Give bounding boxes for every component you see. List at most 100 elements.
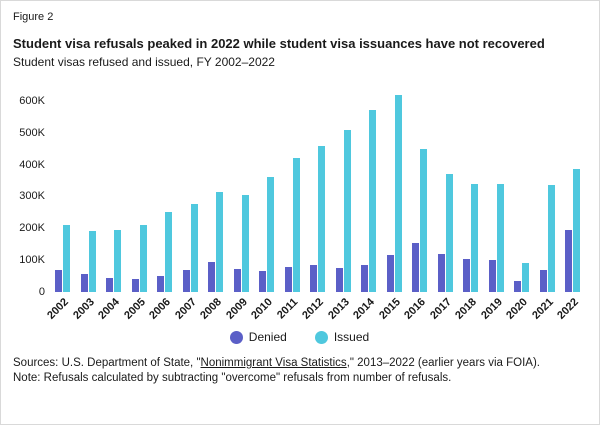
x-axis-label-2007: 2007 [172,296,199,322]
bar-issued-2022 [573,169,580,292]
bar-issued-2008 [216,192,223,292]
bar-group-2011: 2011 [275,85,300,321]
bar-group-2017: 2017 [428,85,453,322]
y-tick-label: 600K [19,95,45,107]
bar-denied-2016 [412,243,419,292]
bar-group-2010: 2010 [249,85,275,322]
legend-item-issued: Issued [314,330,370,344]
bar-group-2009: 2009 [224,85,249,322]
bar-denied-2012 [310,265,317,292]
y-tick-label: 300K [19,190,45,202]
x-axis-label-2018: 2018 [453,296,479,322]
bar-group-2007: 2007 [173,85,198,322]
bar-issued-2002 [63,225,70,292]
bar-group-2015: 2015 [377,85,402,322]
bar-group-2002: 2002 [45,85,71,322]
bar-group-2004: 2004 [96,85,122,322]
x-axis-label-2016: 2016 [402,296,428,322]
note-line: Note: Refusals calculated by subtracting… [13,372,452,385]
bar-denied-2013 [335,268,343,292]
bar-issued-2015 [394,95,402,292]
legend: Denied Issued [13,330,586,344]
x-axis-label-2010: 2010 [249,296,275,322]
bar-group-2021: 2021 [530,85,555,322]
x-axis-label-2003: 2003 [70,296,97,322]
x-axis-label-2006: 2006 [147,296,173,322]
bar-group-2013: 2013 [326,85,351,322]
legend-swatch-denied-icon [229,330,243,344]
bar-group-2022: 2022 [555,85,581,322]
sources-text-prefix: Sources: U.S. Department of State, " [13,357,201,369]
bar-denied-2009 [233,269,241,292]
y-tick-label: 200K [19,222,45,234]
bar-group-2006: 2006 [147,85,173,322]
bar-denied-2010 [259,271,266,292]
y-tick-label: 0 [38,286,45,298]
bar-group-2016: 2016 [402,85,428,322]
legend-label-denied: Denied [248,330,287,344]
bar-group-2019: 2019 [479,85,504,322]
bar-issued-2010 [267,177,274,292]
bar-issued-2013 [343,130,351,292]
bar-group-2008: 2008 [198,85,224,322]
bar-issued-2006 [165,212,172,292]
legend-item-denied: Denied [229,330,287,344]
bar-group-2014: 2014 [351,85,377,322]
x-axis-label-2021: 2021 [529,296,556,322]
bar-issued-2007 [190,204,198,292]
bar-issued-2009 [241,195,249,292]
bar-group-2005: 2005 [122,85,147,322]
bar-issued-2012 [318,146,325,292]
bar-issued-2005 [139,225,147,292]
x-axis-label-2014: 2014 [351,296,377,322]
footer: Sources: U.S. Department of State, "Noni… [13,356,565,386]
bar-denied-2014 [361,265,368,292]
bar-issued-2020 [522,263,529,292]
y-tick-label: 400K [19,159,45,171]
bar-denied-2019 [488,260,496,292]
bar-denied-2020 [514,281,521,292]
sources-text-suffix: ," 2013–2022 (earlier years via FOIA). [346,357,540,369]
bar-denied-2017 [437,254,445,292]
x-axis-label-2022: 2022 [555,296,581,322]
x-axis-label-2015: 2015 [376,296,403,322]
chart-subtitle: Student visas refused and issued, FY 200… [13,55,275,69]
x-axis-label-2019: 2019 [478,296,505,322]
bar-denied-2018 [463,259,470,292]
bar-denied-2011 [284,267,292,292]
bar-issued-2021 [547,185,555,292]
x-axis-label-2009: 2009 [223,296,250,322]
bar-group-2020: 2020 [504,85,530,322]
x-axis-label-2002: 2002 [45,296,71,322]
bar-denied-2007 [182,270,190,292]
x-axis-label-2020: 2020 [504,296,530,322]
sources-link[interactable]: Nonimmigrant Visa Statistics [200,357,347,369]
bar-group-2003: 2003 [71,85,96,322]
figure-label: Figure 2 [13,11,54,23]
bar-denied-2005 [131,279,139,292]
plot-area: 2002 2003 2004 2005 2006 2007 2008 2009 2010 2011… [45,85,586,322]
x-axis-label-2004: 2004 [96,296,122,322]
legend-swatch-issued-icon [314,330,328,344]
x-axis-label-2005: 2005 [121,296,148,322]
chart-title: Student visa refusals peaked in 2022 whi… [13,36,545,51]
x-axis-label-2008: 2008 [198,296,224,322]
y-axis: 0 100K 200K 300K 400K 500K 600K [13,85,53,298]
bar-issued-2014 [369,110,376,292]
bar-denied-2015 [386,255,394,292]
x-axis-label-2017: 2017 [427,296,454,322]
sources-line: Sources: U.S. Department of State, "Noni… [13,356,565,371]
bar-denied-2002 [55,270,62,292]
y-tick-label: 100K [19,254,45,266]
bar-denied-2008 [208,262,215,292]
bar-issued-2016 [420,149,427,292]
bar-issued-2004 [114,230,121,292]
bar-group-2018: 2018 [453,85,479,322]
bar-issued-2018 [471,184,478,292]
legend-label-issued: Issued [333,330,370,344]
bar-denied-2003 [80,274,88,292]
y-tick-label: 500K [19,127,45,139]
bar-group-2012: 2012 [300,85,326,322]
bar-chart: 0 100K 200K 300K 400K 500K 600K 2002 2003 2004 20… [13,85,586,322]
